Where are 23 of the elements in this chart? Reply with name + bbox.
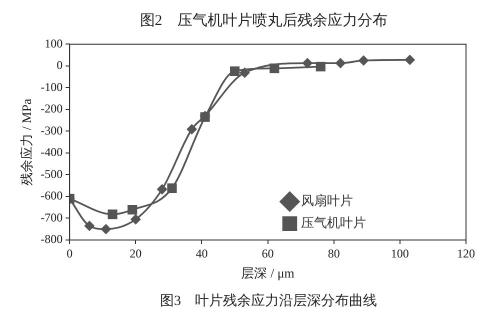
y-tick-label: -200: [40, 102, 63, 116]
x-tick-label: 0: [66, 246, 73, 260]
text: 图3 叶片残余应力沿层深分布曲线: [159, 292, 378, 310]
x-axis-title: 层深 / μm: [241, 266, 294, 281]
y-tick-label: 100: [44, 36, 63, 50]
y-tick-label: 0: [56, 58, 63, 72]
legend-label: 压气机叶片: [301, 215, 366, 230]
caption: 图2 压气机叶片喷丸后残余应力分布: [138, 11, 388, 31]
x-tick-label: 60: [262, 246, 274, 260]
y-tick-label: -400: [40, 145, 63, 160]
y-tick-label: -600: [40, 188, 63, 203]
x-tick-label: 100: [390, 246, 409, 260]
y-tick-label: -700: [40, 210, 63, 224]
x-tick-label: 80: [328, 246, 340, 260]
legend-label: 风扇叶片: [301, 193, 354, 208]
x-tick-label: 120: [457, 246, 475, 260]
x-tick-label: 20: [130, 246, 142, 260]
y-axis-title: 残余应力 / MPa: [19, 98, 34, 186]
x-tick-label: 40: [196, 246, 208, 260]
y-tick-label: -100: [40, 80, 63, 94]
y-tick-label: -500: [40, 166, 63, 181]
y-tick-label: -300: [40, 123, 63, 138]
y-tick-label: -800: [40, 232, 63, 246]
